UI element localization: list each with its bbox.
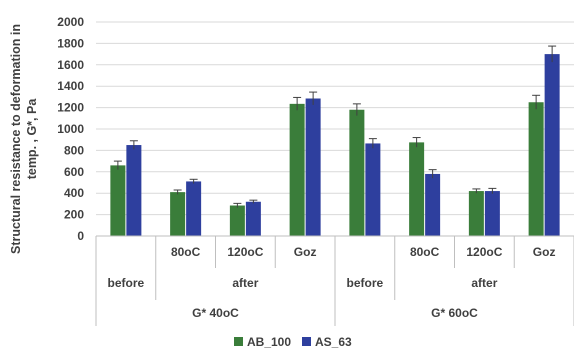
gridlines xyxy=(96,21,574,237)
y-tick-label: 1200 xyxy=(57,101,84,115)
bar xyxy=(170,192,186,236)
x-category-label: 120oC xyxy=(227,245,263,259)
bar xyxy=(484,191,500,236)
bar xyxy=(365,143,381,236)
bar xyxy=(528,102,544,236)
bars xyxy=(110,54,560,236)
bar xyxy=(425,173,441,236)
bar xyxy=(305,98,321,236)
y-tick-label: 800 xyxy=(64,143,84,157)
y-tick-label: 200 xyxy=(64,208,84,222)
x-group-label: after xyxy=(471,276,497,290)
y-tick-label: 1000 xyxy=(57,122,84,136)
x-supergroup-label: G* 60oC xyxy=(431,306,478,320)
bar xyxy=(245,201,261,236)
y-tick-label: 2000 xyxy=(57,15,84,29)
x-category-label: 80oC xyxy=(410,245,440,259)
bar xyxy=(468,191,484,236)
bar xyxy=(110,165,126,236)
bar xyxy=(186,181,202,236)
legend-label-ab-100: AB_100 xyxy=(247,335,291,349)
x-supergroup-label: G* 40oC xyxy=(192,306,239,320)
legend-swatch-as-63 xyxy=(302,337,311,346)
legend-swatch-ab-100 xyxy=(234,337,243,346)
x-category-label: Goz xyxy=(294,245,317,259)
x-group-label: before xyxy=(108,276,145,290)
legend-label-as-63: AS_63 xyxy=(315,335,352,349)
x-group-label: after xyxy=(232,276,258,290)
legend: AB_100 AS_63 xyxy=(234,335,352,349)
x-category-label: 80oC xyxy=(171,245,201,259)
y-tick-label: 400 xyxy=(64,186,84,200)
x-category-label: 120oC xyxy=(466,245,502,259)
axes xyxy=(95,235,574,326)
y-axis-title-line-2: temp. , G*, Pa xyxy=(25,98,39,180)
bar xyxy=(544,54,560,236)
y-tick-label: 1600 xyxy=(57,58,84,72)
bar xyxy=(126,145,142,236)
bar xyxy=(349,109,365,236)
bar xyxy=(409,142,425,236)
x-category-label: Goz xyxy=(533,245,556,259)
y-tick-label: 1800 xyxy=(57,36,84,50)
axis-labels: 0 200 400 600 800 1000 1200 1400 1600 1800 2000 80o… xyxy=(57,15,555,320)
y-tick-label: 600 xyxy=(64,165,84,179)
error-bars xyxy=(113,45,557,208)
y-axis-title-line-1: Structural resistance to deformation in xyxy=(9,24,23,254)
bar xyxy=(289,103,305,236)
y-tick-label: 1400 xyxy=(57,79,84,93)
bar xyxy=(229,205,245,236)
x-group-label: before xyxy=(347,276,384,290)
y-tick-label: 0 xyxy=(77,229,84,243)
